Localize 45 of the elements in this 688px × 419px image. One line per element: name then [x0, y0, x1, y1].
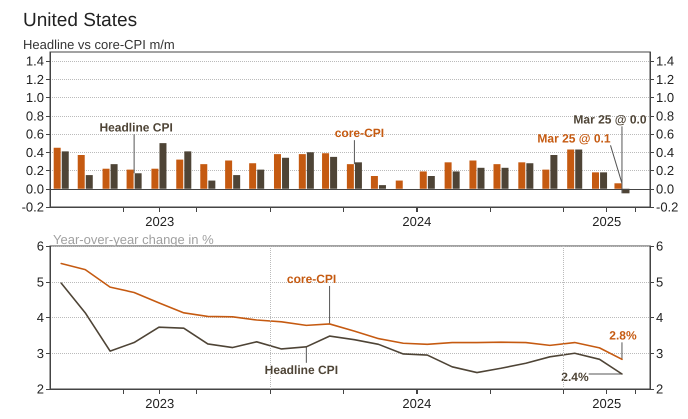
- y-tick-label: 5: [36, 274, 44, 290]
- y-tick-label: 1.0: [26, 90, 44, 106]
- chart-subtitle: Headline vs core-CPI m/m: [23, 37, 175, 52]
- x-tick-label: 2025: [592, 396, 622, 411]
- y2-tick-label: 2: [656, 382, 664, 396]
- y2-tick-label: 4: [656, 310, 664, 325]
- x-tick-label: 2024: [402, 396, 432, 411]
- chart-title: United States: [23, 10, 138, 31]
- annotation: Mar 25 @ 0.1: [537, 131, 611, 146]
- annotation: Mar 25 @ 0.0: [573, 112, 647, 126]
- y-tick-label: 6: [36, 238, 44, 254]
- y2-tick-label: 1.2: [656, 72, 674, 87]
- annotation: 2.4%: [561, 370, 589, 384]
- y2-tick-label: 0.6: [656, 126, 674, 142]
- annotation: 2.8%: [609, 328, 637, 342]
- y-tick-label: 0.4: [26, 144, 44, 160]
- annotation: Headline CPI: [264, 362, 338, 377]
- y-tick-label: 1.2: [26, 72, 44, 87]
- y2-tick-label: 0.8: [656, 108, 674, 124]
- y2-tick-label: 0.2: [656, 163, 674, 178]
- annotation: core-CPI: [334, 126, 384, 140]
- y2-tick-label: 0.0: [656, 181, 674, 196]
- y-tick-label: 3: [36, 346, 44, 361]
- annotation: core-CPI: [286, 272, 336, 286]
- y2-tick-label: -0.2: [656, 200, 678, 214]
- y-tick-label: 4: [36, 310, 44, 325]
- y2-tick-label: 5: [656, 274, 664, 290]
- y-tick-label: 0.0: [26, 181, 44, 196]
- y-tick-label: 0.8: [26, 108, 44, 124]
- y2-tick-label: 0.4: [656, 144, 674, 160]
- y2-tick-label: 1.4: [656, 54, 674, 69]
- y-tick-label: 0.6: [26, 126, 44, 142]
- annotation: Headline CPI: [99, 120, 173, 134]
- y2-tick-label: 1.0: [656, 90, 674, 106]
- x-tick-label: 2023: [145, 396, 174, 411]
- x-tick-label: 2023: [145, 214, 174, 229]
- x-tick-label: 2025: [592, 214, 622, 229]
- y2-tick-label: 3: [656, 346, 664, 361]
- x-tick-label: 2024: [402, 214, 432, 229]
- y-tick-label: 0.2: [26, 163, 44, 178]
- y-tick-label: -0.2: [22, 200, 44, 214]
- y-tick-label: 2: [36, 382, 44, 396]
- chart-subtitle: Year-over-year change in %: [53, 232, 214, 247]
- y2-tick-label: 6: [656, 238, 664, 254]
- y-tick-label: 1.4: [26, 54, 44, 69]
